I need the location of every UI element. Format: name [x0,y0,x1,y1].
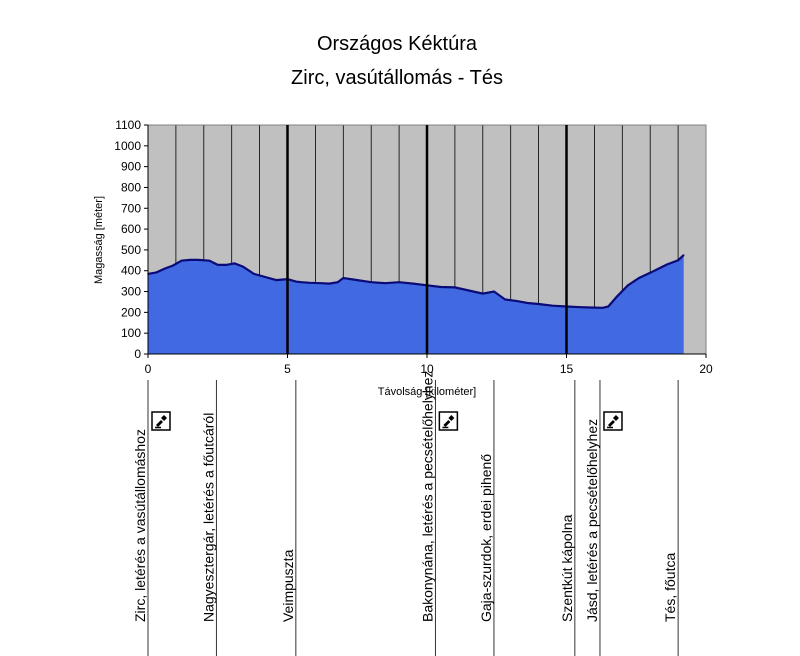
data-point [579,306,582,308]
data-point [320,282,322,285]
data-point [253,273,255,275]
section-lines [286,125,568,354]
data-point [468,289,470,292]
data-point [216,264,219,266]
data-point [493,290,495,293]
data-point [504,298,506,301]
data-point [482,292,484,295]
data-point [398,281,400,283]
data-point [197,259,200,261]
waypoint-label: Jásd, letérés a pecsételőhelyhez [584,419,600,622]
y-tick-label: 100 [121,326,141,340]
data-point [682,254,685,256]
waypoint-label: Bakonynána, letérés a pecsételőhelyhez [419,371,435,622]
chart-subtitle: Zirc, vasútállomás - Tés [291,67,503,89]
waypoint-label: Zirc, letérés a vasútállomáshoz [132,429,148,622]
data-point [638,277,640,279]
data-point [336,281,339,283]
data-point [537,303,540,305]
x-tick-label: 0 [145,362,152,376]
y-axis-label: Magasság [méter] [93,196,105,284]
data-point [601,306,604,309]
y-tick-label: 500 [121,243,141,257]
data-point [657,267,660,270]
x-tick-label: 10 [420,362,434,376]
y-tick-label: 600 [121,222,141,236]
stamp-icon [151,411,171,431]
data-point [328,282,331,285]
y-tick-label: 200 [121,305,141,319]
y-tick-label: 900 [121,160,141,174]
data-point [370,281,373,283]
waypoints: Zirc, letérés a vasútállomáshoz Nagyeszte… [132,371,679,656]
data-point [342,277,345,279]
data-point [275,279,278,281]
y-tick-label: 1000 [114,139,141,153]
data-point [264,276,266,278]
waypoint-label: Veimpuszta [280,549,296,622]
x-axis-label: Távolság [kilométer] [378,386,476,398]
data-point [551,304,554,307]
y-tick-label: 0 [134,347,141,361]
series-layer [147,254,685,354]
data-point [593,306,596,309]
x-tick-label: 20 [699,362,713,376]
data-point [607,305,610,308]
chart-title: Országos Kéktúra [317,33,478,55]
stamp-icon [603,411,623,431]
x-axis-ticks: 0 5 10 15 20 [145,354,713,376]
data-point [180,259,183,262]
data-point [163,267,166,270]
data-point [172,264,174,267]
data-point [649,272,651,274]
data-point [515,300,518,302]
waypoint-label: Gaja-szurdok, erdei pihenő [478,454,494,622]
stamp-icon [438,411,459,431]
data-point [384,282,386,285]
y-tick-label: 1100 [115,118,141,132]
y-tick-label: 300 [121,285,141,299]
data-point [242,265,244,268]
x-tick-label: 15 [560,362,574,376]
data-point [189,259,191,261]
data-point [225,264,227,266]
data-point [666,263,668,266]
y-tick-label: 800 [121,180,141,194]
data-point [356,279,359,281]
data-point [677,259,679,262]
data-point [526,302,529,304]
data-point [615,295,618,298]
waypoint-label: Szentkút kápolna [559,514,575,622]
y-axis-ticks: 0 100 200 300 400 500 600 700 800 900 1000 1100 [114,118,148,361]
data-point [627,284,629,287]
waypoint-label: Tés, főutca [662,553,678,622]
data-point [309,282,311,284]
data-point [440,286,442,288]
data-point [233,262,236,265]
waypoint-label: Nagyesztergár, letérés a főutcáról [200,413,216,622]
y-tick-label: 700 [121,201,141,215]
data-point [454,286,456,289]
data-point [412,282,414,285]
data-point [208,259,211,262]
data-point [300,281,303,283]
x-tick-label: 5 [284,362,291,376]
data-point [155,271,158,274]
elevation-line [147,254,685,309]
data-point [295,280,297,283]
y-tick-label: 400 [121,264,141,278]
